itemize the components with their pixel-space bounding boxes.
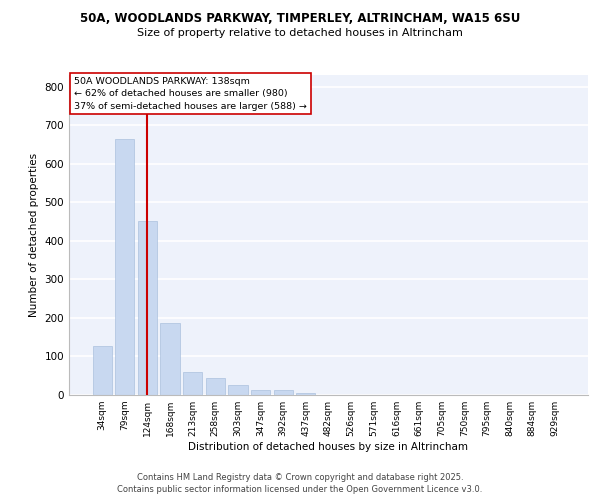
Y-axis label: Number of detached properties: Number of detached properties: [29, 153, 39, 317]
Text: 50A, WOODLANDS PARKWAY, TIMPERLEY, ALTRINCHAM, WA15 6SU: 50A, WOODLANDS PARKWAY, TIMPERLEY, ALTRI…: [80, 12, 520, 26]
Bar: [115, 138, 134, 395]
Bar: [229, 384, 248, 395]
Bar: [183, 372, 202, 395]
Text: Contains HM Land Registry data © Crown copyright and database right 2025.: Contains HM Land Registry data © Crown c…: [137, 472, 463, 482]
Bar: [160, 322, 180, 395]
Bar: [138, 220, 157, 395]
Bar: [206, 378, 225, 395]
Bar: [92, 346, 112, 395]
Bar: [296, 393, 316, 395]
Text: 50A WOODLANDS PARKWAY: 138sqm
← 62% of detached houses are smaller (980)
37% of : 50A WOODLANDS PARKWAY: 138sqm ← 62% of d…: [74, 76, 307, 110]
Bar: [251, 390, 270, 395]
X-axis label: Distribution of detached houses by size in Altrincham: Distribution of detached houses by size …: [188, 442, 469, 452]
Bar: [274, 390, 293, 395]
Text: Contains public sector information licensed under the Open Government Licence v3: Contains public sector information licen…: [118, 485, 482, 494]
Text: Size of property relative to detached houses in Altrincham: Size of property relative to detached ho…: [137, 28, 463, 38]
